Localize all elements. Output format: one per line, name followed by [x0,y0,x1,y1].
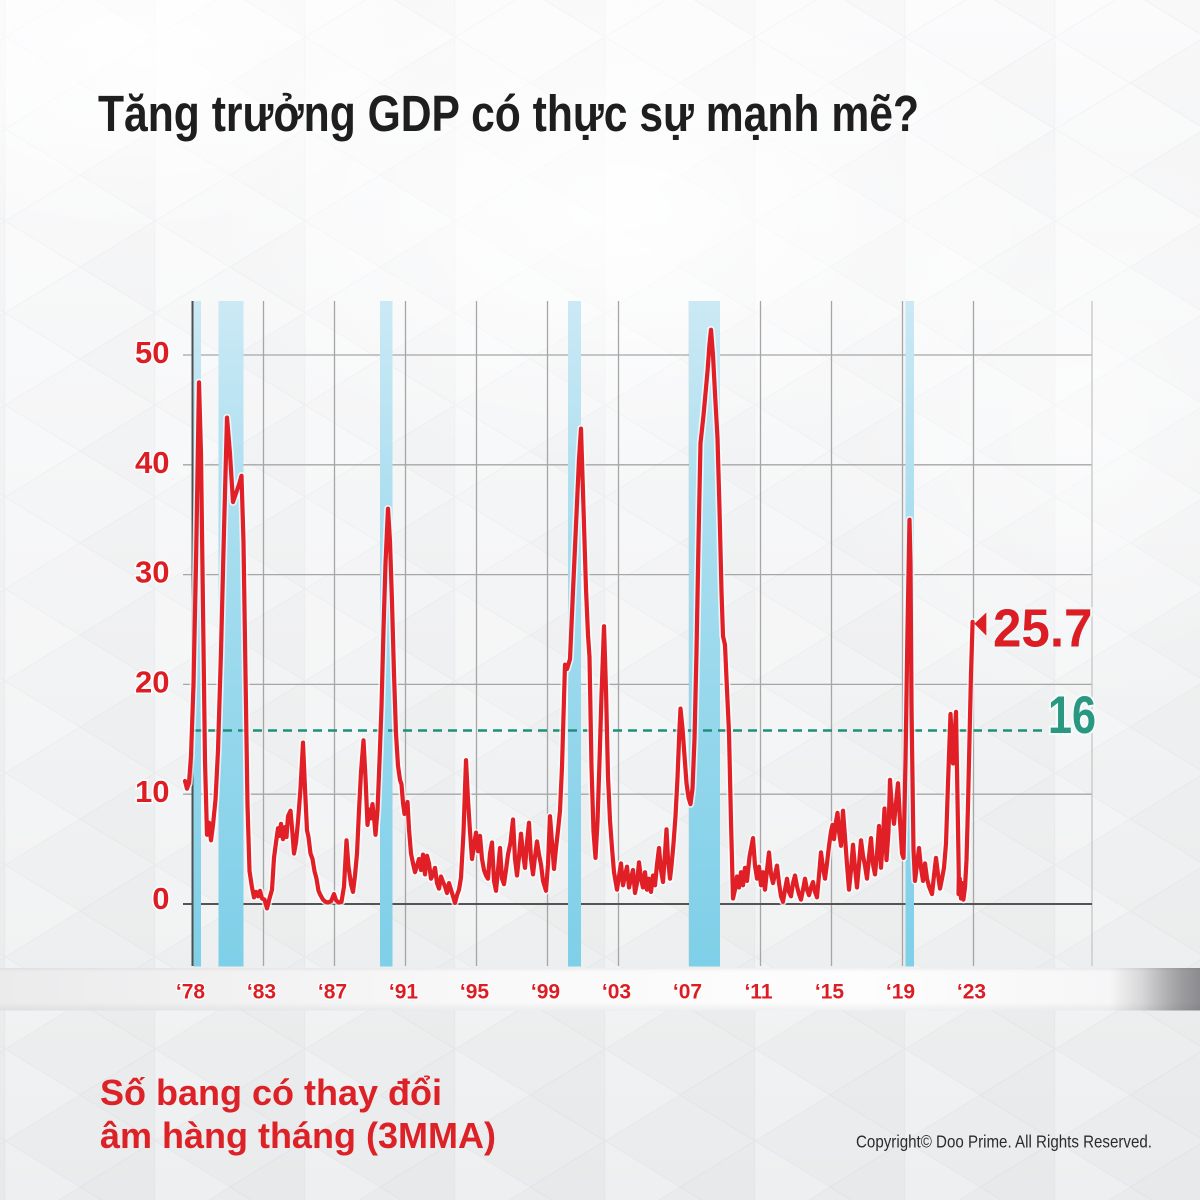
svg-text:‘95: ‘95 [460,981,490,1004]
svg-text:‘19: ‘19 [886,981,915,1004]
svg-text:Tăng trưởng GDP có thực sự mạn: Tăng trưởng GDP có thực sự mạnh mẽ? [98,85,919,142]
svg-text:‘15: ‘15 [815,981,845,1004]
svg-text:‘91: ‘91 [389,981,419,1004]
svg-text:âm hàng tháng (3MMA): âm hàng tháng (3MMA) [100,1115,496,1156]
svg-text:20: 20 [135,664,169,699]
svg-text:‘11: ‘11 [744,981,772,1004]
svg-text:30: 30 [135,555,169,590]
svg-text:‘23: ‘23 [957,981,986,1004]
svg-text:40: 40 [135,445,169,480]
svg-text:‘83: ‘83 [247,981,276,1004]
svg-text:‘87: ‘87 [318,981,347,1004]
svg-text:Số bang có thay đổi: Số bang có thay đổi [100,1072,442,1113]
svg-text:Copyright© Doo Prime. All Righ: Copyright© Doo Prime. All Rights Reserve… [856,1132,1152,1152]
svg-text:50: 50 [135,335,169,370]
svg-text:16: 16 [1048,686,1096,745]
svg-text:25.7: 25.7 [993,598,1093,658]
svg-text:‘78: ‘78 [176,981,206,1004]
svg-text:‘03: ‘03 [602,981,631,1004]
svg-text:0: 0 [152,881,169,916]
svg-text:‘07: ‘07 [673,981,702,1004]
svg-text:10: 10 [135,774,169,809]
svg-text:‘99: ‘99 [531,981,560,1004]
